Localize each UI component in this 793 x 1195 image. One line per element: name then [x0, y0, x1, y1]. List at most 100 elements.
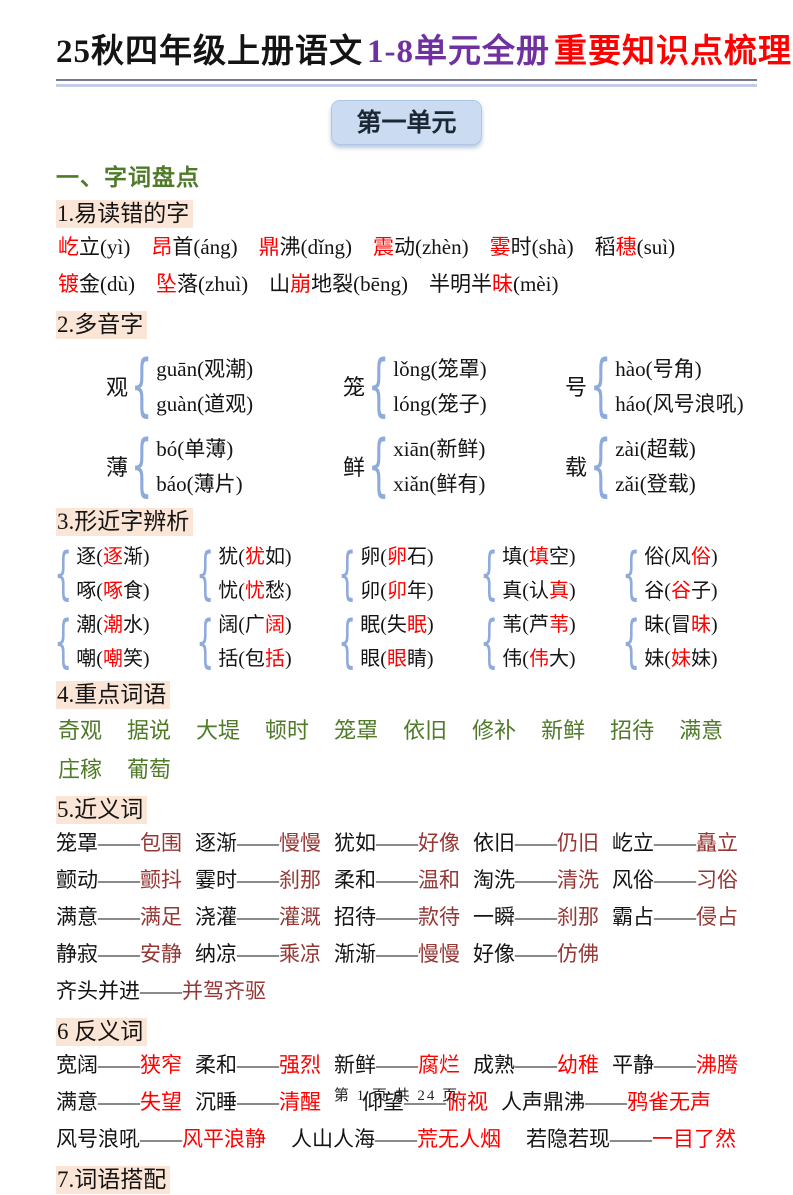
pair-word: 犹如 — [334, 831, 376, 855]
pair-answer: 强烈 — [279, 1053, 321, 1077]
polyphonic-reading-top: xiān(新鲜) — [393, 436, 486, 461]
polyphonic-group: 载 { zài(超载) zǎi(登载) — [565, 432, 793, 500]
misread-word: 屹立(yì) — [58, 229, 130, 266]
pair-dash: —— — [140, 979, 182, 1003]
subheading-synonyms: 5.近义词 — [56, 795, 757, 825]
pair-dash: —— — [98, 1090, 140, 1114]
subheading-collocation: 7.词语搭配 — [56, 1165, 757, 1195]
similar-bottom-keychar: 啄 — [102, 580, 123, 602]
polyphonic-readings: lǒng(笼罩) lóng(笼子) — [393, 356, 486, 417]
similar-top-post: 渐) — [122, 546, 150, 568]
pair-dash: —— — [376, 905, 418, 929]
synonym-pair: 好像——仿佛 — [473, 936, 599, 973]
subheading-antonyms-label: 6 反义词 — [56, 1018, 148, 1046]
similar-top-keychar: 阔 — [264, 614, 285, 636]
misread-word-keychar: 霎 — [489, 235, 511, 259]
synonym-pair: 霎时——刹那 — [195, 862, 321, 899]
similar-bottom-keychar: 妹 — [670, 648, 691, 670]
pair-dash: —— — [654, 831, 696, 855]
polyphonic-reading-bottom: báo(薄片) — [156, 471, 243, 496]
similar-char-pair: { 潮(潮水) 嘲(嘲笑) — [54, 612, 198, 673]
pair-word: 淘洗 — [473, 868, 515, 892]
similar-top-post: 石) — [406, 546, 434, 568]
similar-bottom-post: 大) — [548, 648, 576, 670]
synonyms-row-2: 颤动——颤抖 霎时——刹那 柔和——温和 淘洗——清洗 风俗——习俗 — [56, 862, 757, 899]
similar-top-post: ) — [284, 614, 292, 636]
similar-char-top: 眠(失眠) — [360, 612, 433, 639]
similar-char-bottom: 卯(卯年) — [360, 578, 433, 605]
antonym-pair: 若隐若现——一目了然 — [526, 1121, 736, 1158]
pair-dash: —— — [98, 905, 140, 929]
similar-bottom-keychar: 卯 — [386, 580, 407, 602]
key-word: 依旧 — [403, 718, 448, 743]
pair-dash: —— — [140, 1127, 182, 1151]
similar-top-pre: 卵( — [360, 546, 387, 568]
misread-word-keychar: 昧 — [491, 272, 513, 296]
page-title: 25秋四年级上册语文 1-8单元全册 重要知识点梳理 — [56, 24, 791, 72]
polyphonic-group: 号 { hào(号角) háo(风号浪吼) — [565, 352, 793, 420]
subheading-antonyms: 6 反义词 — [56, 1017, 757, 1047]
pair-word: 屹立 — [612, 831, 654, 855]
pair-dash: —— — [515, 942, 557, 966]
similar-bottom-post: 愁) — [264, 580, 292, 602]
unit-badge: 第一单元 — [331, 100, 482, 145]
polyphonic-readings: zài(超载) zǎi(登载) — [615, 436, 695, 497]
subheading-similar-chars: 3.形近字辨析 — [56, 507, 757, 537]
synonyms-row-4: 静寂——安静 纳凉——乘凉 渐渐——慢慢 好像——仿佛 — [56, 936, 757, 973]
pair-dash: —— — [98, 868, 140, 892]
similar-bottom-pre: 眼( — [360, 648, 387, 670]
pair-answer: 慢慢 — [418, 942, 460, 966]
antonym-pair: 人声鼎沸——鸦雀无声 — [501, 1084, 711, 1121]
brace-icon: { — [338, 609, 357, 675]
similar-char-bottom: 真(认真) — [502, 578, 575, 605]
similar-top-keychar: 犹 — [244, 546, 265, 568]
similar-bottom-pre: 嘲( — [76, 648, 103, 670]
synonyms-row-1: 笼罩——包围 逐渐——慢慢 犹如——好像 依旧——仍旧 屹立——矗立 — [56, 825, 757, 862]
misread-word-pre: 半明半 — [428, 272, 492, 296]
similar-chars-row-1: { 逐(逐渐) 啄(啄食) { 犹(犹如) 忧(忧愁) { 卵(卵石) 卯(卯年… — [54, 544, 757, 605]
pair-dash: —— — [98, 1053, 140, 1077]
brace-icon: { — [196, 609, 215, 675]
antonyms-row-2: 满意——失望 沉睡——清醒 仰望——俯视 人声鼎沸——鸦雀无声 — [56, 1084, 757, 1121]
similar-char-bottom: 谷(谷子) — [644, 578, 717, 605]
pair-word: 沉睡 — [195, 1090, 237, 1114]
pair-dash: —— — [237, 942, 279, 966]
pair-answer: 荒无人烟 — [417, 1127, 501, 1151]
similar-top-keychar: 逐 — [102, 546, 123, 568]
misread-word-keychar: 鼎 — [258, 235, 280, 259]
polyphonic-readings: bó(单薄) báo(薄片) — [156, 436, 242, 497]
pair-word: 渐渐 — [334, 942, 376, 966]
similar-bottom-post: 子) — [690, 580, 718, 602]
pair-word: 风号浪吼 — [56, 1127, 140, 1151]
misread-word-post: (mèi) — [512, 272, 559, 296]
pair-word: 霸占 — [612, 905, 654, 929]
misread-line-2: 镀金(dù) 坠落(zhuì) 山崩地裂(bēng) 半明半昧(mèi) — [58, 266, 757, 303]
similar-chars-row-2: { 潮(潮水) 嘲(嘲笑) { 阔(广阔) 括(包括) { 眠(失眠) 眼(眼睛… — [54, 609, 757, 675]
key-words-line-2: 庄稼 葡萄 — [58, 752, 757, 788]
pair-word: 若隐若现 — [526, 1127, 610, 1151]
similar-top-pre: 阔(广 — [218, 614, 265, 636]
antonym-pair: 平静——沸腾 — [612, 1047, 738, 1084]
polyphonic-group: 观 { guān(观潮) guàn(道观) — [106, 352, 343, 420]
pair-answer: 失望 — [140, 1090, 182, 1114]
key-word: 满意 — [679, 718, 724, 743]
misread-word-pre: 山 — [269, 272, 291, 296]
similar-top-keychar: 卵 — [386, 546, 407, 568]
pair-word: 柔和 — [195, 1053, 237, 1077]
similar-bottom-keychar: 嘲 — [102, 648, 123, 670]
misread-word-post: 立(yì) — [79, 235, 131, 259]
similar-top-pre: 苇(芦 — [502, 614, 549, 636]
pair-word: 齐头并进 — [56, 979, 140, 1003]
polyphonic-readings: hào(号角) háo(风号浪吼) — [615, 356, 743, 417]
synonym-pair: 满意——满足 — [56, 899, 182, 936]
pair-dash: —— — [237, 1053, 279, 1077]
pair-dash: —— — [237, 905, 279, 929]
polyphonic-char: 笼 — [343, 375, 366, 400]
synonym-pair: 逐渐——慢慢 — [195, 825, 321, 862]
pair-dash: —— — [376, 1053, 418, 1077]
pair-answer: 乘凉 — [279, 942, 321, 966]
similar-char-bottom: 伟(伟大) — [502, 646, 575, 673]
similar-bottom-post: 睛) — [406, 648, 434, 670]
misread-word-post: 地裂(bēng) — [311, 272, 408, 296]
subheading-synonyms-label: 5.近义词 — [56, 796, 148, 824]
